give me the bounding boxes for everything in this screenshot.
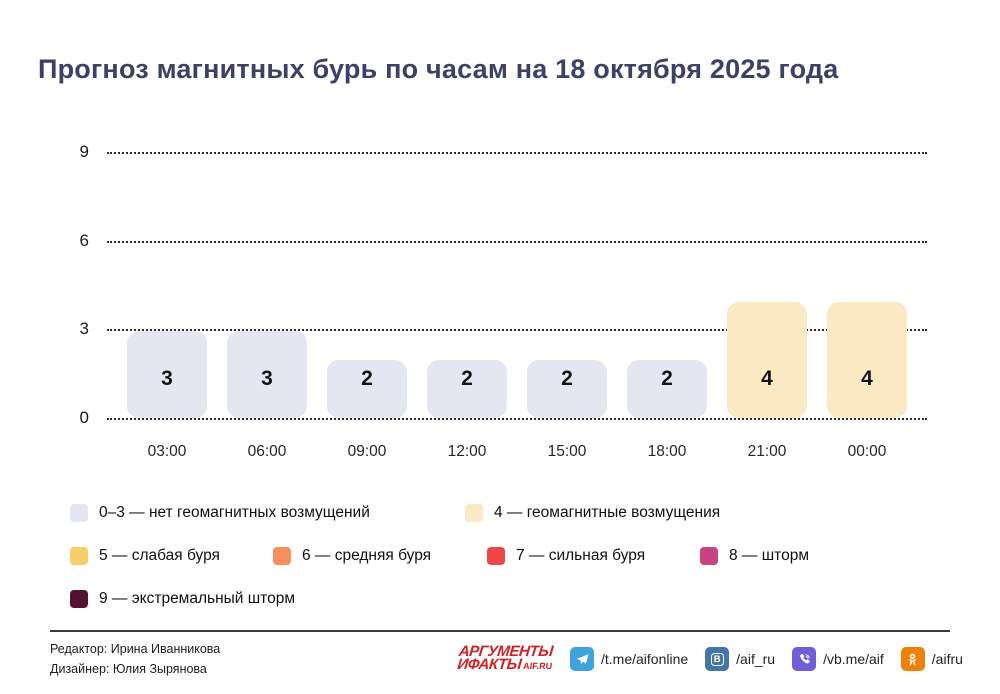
x-axis-tick: 00:00 [847, 443, 887, 460]
ok-icon [900, 647, 925, 671]
x-axis-tick: 06:00 [247, 443, 287, 460]
bar-0900 [327, 360, 407, 418]
telegram-icon [570, 647, 594, 671]
bar-value-label: 3 [261, 367, 273, 390]
bar-column-0000: 4 00:00 [827, 152, 907, 460]
legend-swatch [487, 546, 505, 565]
legend-swatch [70, 589, 88, 608]
x-axis-tick: 15:00 [547, 443, 587, 460]
viber-link[interactable]: /vb.me/aif [792, 647, 884, 671]
legend-label: 9 — экстремальный шторм [99, 589, 296, 607]
bar-value-label: 2 [361, 367, 373, 390]
legend-label: 0–3 — нет геомагнитных возмущений [99, 503, 370, 521]
x-axis-tick: 03:00 [147, 443, 187, 460]
credit-editor: Редактор: Ирина Иванникова [50, 642, 221, 656]
aif-logo-line2: ИФАКТЫ AIF.RU [456, 656, 553, 673]
bar-column-0900: 2 09:00 [327, 152, 407, 460]
bar-column-0600: 3 06:00 [227, 152, 307, 460]
bar-column-0300: 3 03:00 [127, 152, 207, 460]
bar-value-label: 4 [761, 367, 773, 390]
y-axis-tick-3: 3 [79, 319, 89, 339]
aif-logo: АРГУМЕНТЫ ИФАКТЫ AIF.RU [456, 643, 555, 673]
legend-label: 6 — средняя буря [302, 546, 432, 564]
gridline-0 [107, 418, 927, 420]
gridline-3 [107, 329, 927, 332]
telegram-link[interactable]: /t.me/aifonline [570, 647, 688, 671]
bar-column-1200: 2 12:00 [427, 152, 507, 460]
y-axis-tick-6: 6 [79, 230, 89, 250]
viber-icon [792, 647, 817, 671]
legend-swatch [70, 546, 88, 565]
y-axis-tick-0: 0 [79, 408, 89, 427]
legend-item-7: 7 — сильная буря [487, 546, 645, 565]
bar-0300 [127, 331, 207, 418]
bar-column-2100: 4 21:00 [727, 152, 807, 460]
x-axis-tick: 09:00 [347, 443, 387, 460]
social-links: /t.me/aifonline В /aif_ru /vb.me/aif /ai… [570, 647, 963, 671]
bar-column-1800: 2 18:00 [627, 152, 707, 460]
legend-item-6: 6 — средняя буря [273, 546, 431, 565]
y-axis-tick-9: 9 [79, 142, 89, 161]
ok-handle: /aifru [931, 651, 963, 667]
bar-1200 [427, 360, 507, 418]
credit-designer: Дизайнер: Юлия Зырянова [50, 662, 207, 676]
bar-0000 [827, 302, 907, 418]
legend-label: 4 — геомагнитные возмущения [494, 503, 721, 521]
bar-value-label: 4 [861, 367, 873, 390]
page-title: Прогноз магнитных бурь по часам на 18 ок… [38, 54, 839, 84]
bar-value-label: 3 [161, 367, 173, 390]
viber-handle: /vb.me/aif [823, 651, 884, 667]
credits: Редактор: Ирина Иванникова Дизайнер: Юли… [50, 639, 220, 679]
footer-divider [50, 630, 950, 632]
legend-item-8: 8 — шторм [700, 546, 809, 565]
x-axis-tick: 21:00 [747, 443, 787, 460]
telegram-handle: /t.me/aifonline [601, 651, 689, 667]
legend-label: 8 — шторм [729, 546, 809, 564]
aif-logo-suffix: AIF.RU [522, 661, 553, 671]
bar-value-label: 2 [461, 367, 473, 390]
gridline-6 [107, 240, 927, 243]
legend-swatch [273, 546, 291, 565]
legend-item-5: 5 — слабая буря [70, 546, 220, 565]
bar-column-1500: 2 15:00 [527, 152, 607, 460]
vk-handle: /aif_ru [736, 651, 776, 667]
bar-chart: 9 6 3 0 3 03:00 3 06:00 2 09:00 2 12:00 … [80, 143, 927, 460]
vk-link[interactable]: В /aif_ru [705, 647, 775, 671]
legend-item-9: 9 — экстремальный шторм [70, 589, 295, 608]
bar-0600 [227, 331, 307, 418]
legend-swatch [70, 503, 88, 522]
ok-link[interactable]: /aifru [900, 647, 963, 671]
legend-label: 7 — сильная буря [516, 546, 646, 564]
legend-item-4: 4 — геомагнитные возмущения [465, 503, 720, 522]
legend-swatch [700, 546, 718, 565]
x-axis-tick: 12:00 [447, 443, 487, 460]
vk-icon: В [705, 647, 730, 671]
legend-swatch [465, 503, 483, 522]
bar-1500 [527, 360, 607, 418]
bar-value-label: 2 [561, 367, 573, 390]
bar-value-label: 2 [661, 367, 673, 390]
legend-item-0-3: 0–3 — нет геомагнитных возмущений [70, 503, 370, 522]
gridline-9 [107, 152, 927, 154]
bar-2100 [727, 302, 807, 418]
x-axis-tick: 18:00 [647, 443, 687, 460]
legend-label: 5 — слабая буря [99, 546, 220, 564]
bar-1800 [627, 360, 707, 418]
